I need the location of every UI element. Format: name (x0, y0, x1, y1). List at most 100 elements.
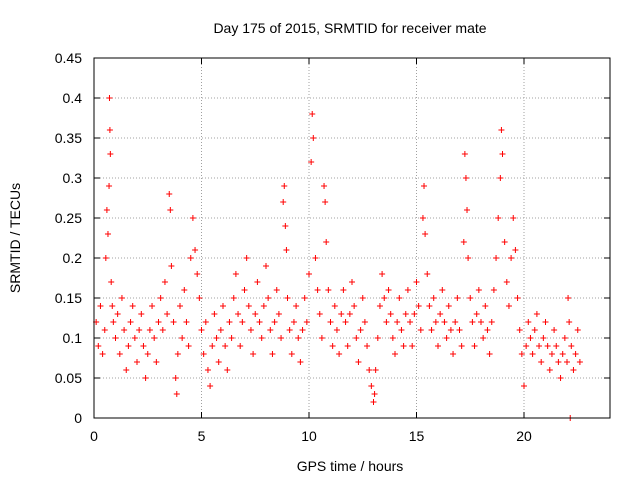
data-point (336, 351, 343, 357)
data-point (110, 319, 117, 325)
data-point (102, 255, 109, 261)
data-point (501, 239, 508, 245)
data-point (331, 303, 338, 309)
data-point (368, 383, 375, 389)
data-point (342, 319, 349, 325)
data-point (379, 271, 386, 277)
data-point (104, 231, 111, 237)
y-axis-label: SRMTID / TECUs (7, 183, 23, 293)
data-point (101, 327, 108, 333)
data-point (325, 287, 332, 293)
data-point (166, 191, 173, 197)
data-point (247, 327, 254, 333)
data-point (498, 127, 505, 133)
x-tick-label: 20 (516, 428, 532, 444)
data-point (222, 343, 229, 349)
data-point (309, 111, 316, 117)
data-point (323, 239, 330, 245)
data-point (385, 287, 392, 293)
data-point (157, 295, 164, 301)
data-point (338, 311, 345, 317)
data-point (280, 199, 287, 205)
data-point (394, 319, 401, 325)
x-tick-label: 10 (301, 428, 317, 444)
data-point (226, 319, 233, 325)
data-point (213, 335, 220, 341)
data-point (215, 359, 222, 365)
data-point (187, 255, 194, 261)
data-point (123, 367, 130, 373)
data-point (245, 303, 252, 309)
data-point (421, 183, 428, 189)
data-point (529, 351, 536, 357)
data-point (527, 335, 534, 341)
y-tick-label: 0.05 (55, 370, 82, 386)
data-point (237, 343, 244, 349)
data-point (299, 327, 306, 333)
data-point (275, 311, 282, 317)
data-point (306, 271, 312, 277)
data-point (460, 239, 467, 245)
data-point (565, 295, 572, 301)
data-point (209, 343, 216, 349)
data-point (456, 327, 463, 333)
data-point (478, 319, 484, 325)
data-point (198, 327, 205, 333)
data-point (490, 287, 497, 293)
data-point (252, 311, 259, 317)
data-point (155, 319, 162, 325)
data-point (149, 303, 156, 309)
data-point (447, 327, 454, 333)
data-point (486, 351, 493, 357)
x-tick-label: 15 (409, 428, 425, 444)
data-point (230, 295, 237, 301)
data-point (544, 343, 551, 349)
y-tick-label: 0.3 (63, 170, 83, 186)
data-point (411, 311, 418, 317)
data-point (108, 279, 115, 285)
data-point (196, 295, 203, 301)
data-point (263, 263, 269, 269)
data-point (381, 295, 388, 301)
data-point (308, 159, 315, 165)
data-point (557, 375, 564, 381)
data-point (426, 303, 433, 309)
data-point (439, 287, 446, 293)
data-point (357, 327, 364, 333)
data-points (93, 95, 583, 421)
data-point (322, 199, 329, 205)
data-point (256, 319, 263, 325)
data-point (366, 367, 373, 373)
grid-lines (94, 58, 610, 418)
data-point (192, 247, 199, 253)
data-point (450, 351, 457, 357)
data-point (314, 287, 321, 293)
data-point (413, 279, 420, 285)
data-point (353, 335, 360, 341)
data-point (107, 151, 114, 157)
data-point (473, 311, 480, 317)
data-point (548, 351, 555, 357)
y-tick-label: 0 (74, 410, 82, 426)
data-point (106, 127, 113, 133)
data-point (349, 279, 355, 285)
data-point (514, 295, 521, 301)
data-point (435, 343, 441, 349)
data-point (217, 327, 224, 333)
data-point (318, 335, 325, 341)
data-point (355, 359, 362, 365)
data-point (136, 327, 143, 333)
data-point (125, 343, 132, 349)
data-point (553, 343, 560, 349)
data-point (525, 319, 532, 325)
x-tick-label: 0 (90, 428, 98, 444)
data-point (243, 255, 250, 261)
data-point (241, 287, 248, 293)
data-point (131, 335, 138, 341)
data-point (521, 383, 527, 389)
data-point (181, 287, 188, 293)
plot-frame (93, 57, 611, 419)
data-point (106, 95, 113, 101)
data-point (282, 223, 289, 229)
data-point (471, 343, 478, 349)
